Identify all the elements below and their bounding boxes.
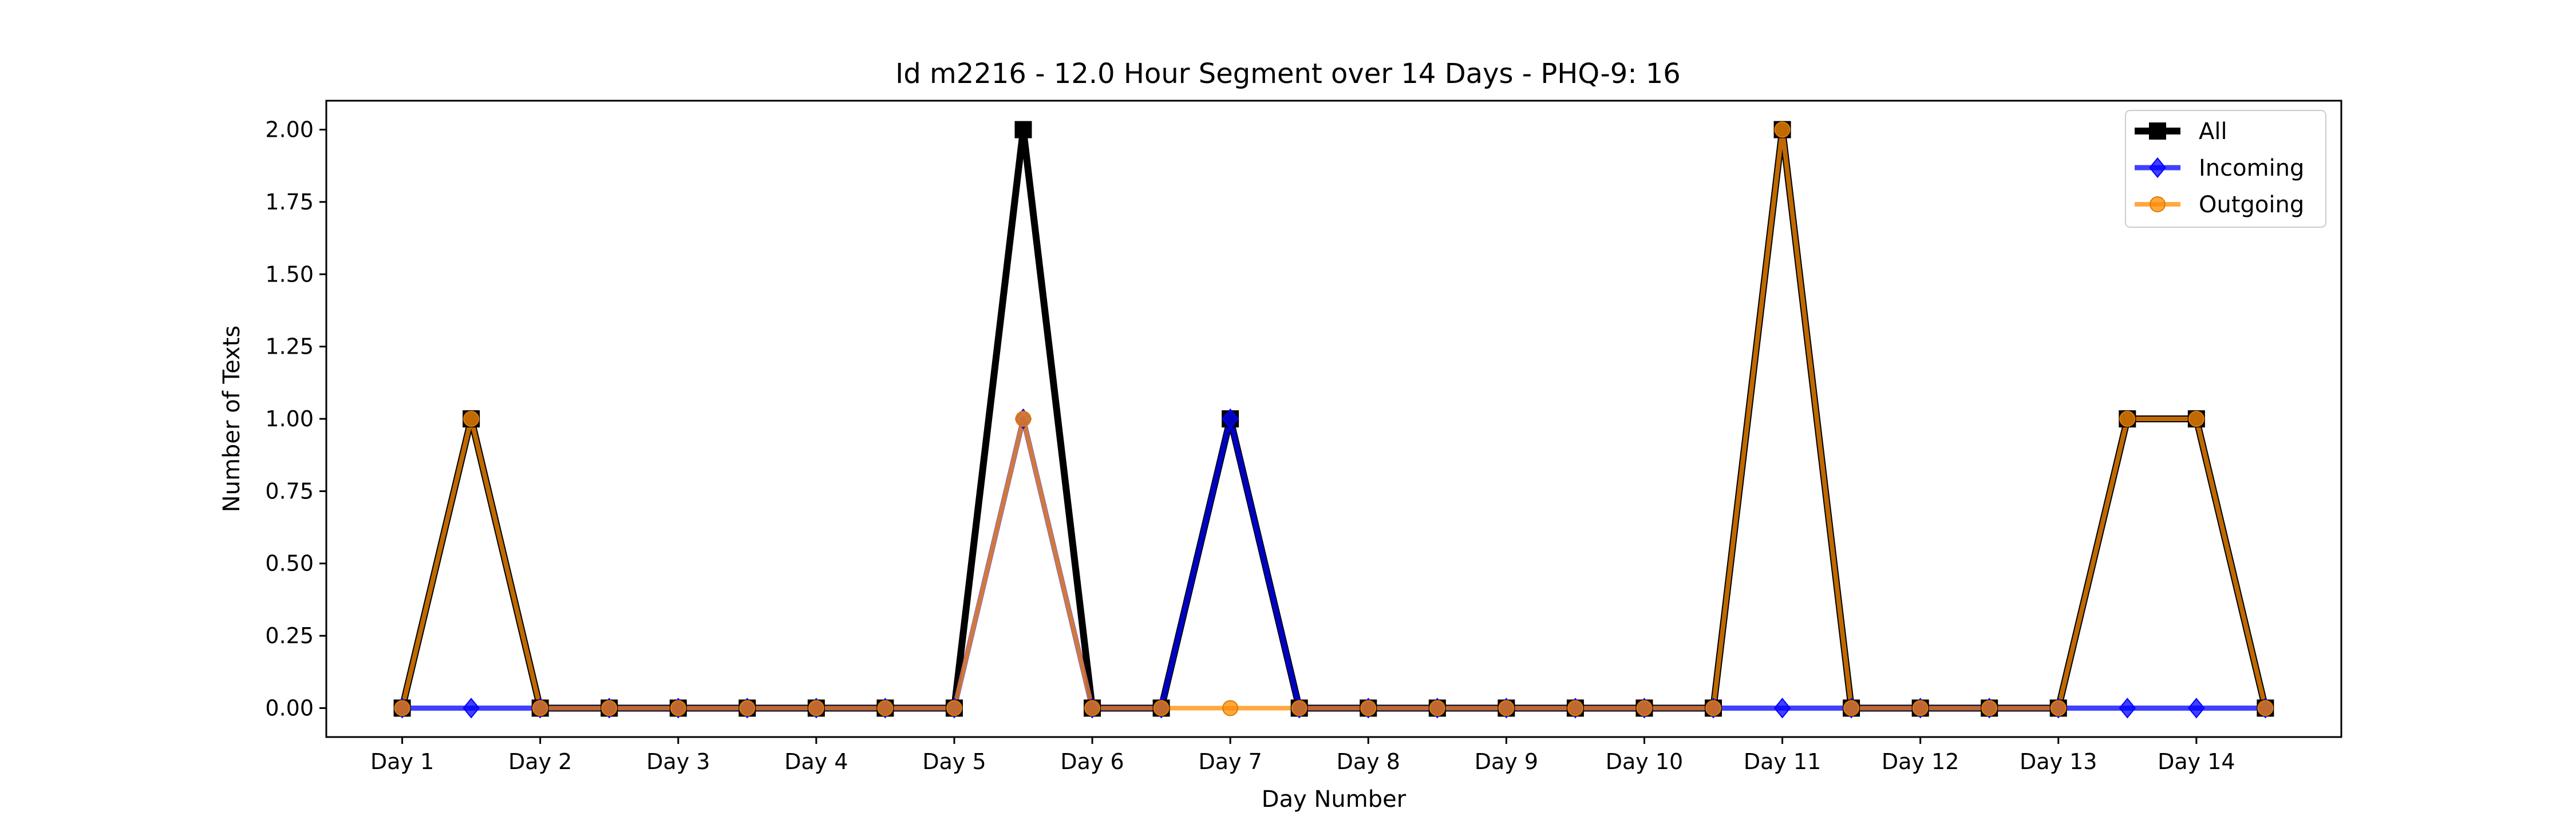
legend-marker-all	[2149, 122, 2166, 140]
data-point-incoming	[2188, 698, 2205, 719]
data-point-outgoing	[2257, 700, 2274, 716]
x-tick-label: Day 8	[1337, 749, 1400, 774]
data-point-outgoing	[1981, 700, 1998, 716]
legend-box	[2125, 110, 2326, 228]
y-tick-label: 0.50	[265, 551, 314, 576]
data-point-incoming	[1773, 698, 1791, 719]
data-point-outgoing	[808, 700, 824, 716]
data-point-outgoing	[2188, 411, 2204, 427]
y-tick-label: 0.00	[265, 695, 314, 720]
data-point-outgoing	[877, 700, 894, 716]
x-tick-label: Day 10	[1606, 749, 1683, 774]
y-tick-label: 1.50	[265, 262, 314, 287]
data-point-outgoing	[1567, 700, 1583, 716]
data-point-outgoing	[1498, 700, 1515, 716]
x-axis-label: Day Number	[1262, 786, 1406, 813]
data-point-incoming	[463, 698, 480, 719]
data-point-outgoing	[1429, 700, 1445, 716]
x-tick-label: Day 4	[784, 749, 848, 774]
legend: All Incoming Outgoing	[2125, 110, 2326, 228]
data-point-outgoing	[1843, 700, 1860, 716]
data-point-outgoing	[532, 700, 548, 716]
x-tick-label: Day 9	[1475, 749, 1538, 774]
y-tick-label: 0.75	[265, 478, 314, 504]
x-tick-label: Day 12	[1882, 749, 1959, 774]
data-point-outgoing	[1222, 700, 1239, 716]
series-markers-outgoing	[394, 121, 2274, 716]
y-axis: 0.00 0.25 0.50 0.75 1.00 1.25 1.50 1.75 2.00	[265, 117, 326, 720]
data-point-outgoing	[394, 700, 410, 716]
x-tick-label: Day 1	[370, 749, 434, 774]
y-tick-label: 2.00	[265, 117, 314, 142]
data-point-outgoing	[1084, 700, 1101, 716]
data-point-outgoing	[2119, 411, 2136, 427]
data-point-outgoing	[1912, 700, 1929, 716]
legend-label-outgoing: Outgoing	[2199, 192, 2304, 218]
y-tick-label: 0.25	[265, 623, 314, 648]
data-point-incoming	[2119, 698, 2136, 719]
x-axis: Day 1 Day 2 Day 3 Day 4 Day 5 Day 6 Day 7 Day 8…	[370, 737, 2235, 774]
data-point-outgoing	[601, 700, 618, 716]
x-tick-label: Day 2	[508, 749, 572, 774]
y-tick-label: 1.25	[265, 334, 314, 359]
chart-title: Id m2216 - 12.0 Hour Segment over 14 Day…	[895, 58, 1681, 90]
data-point-outgoing	[739, 700, 756, 716]
data-point-outgoing	[2050, 700, 2067, 716]
legend-marker-outgoing	[2150, 196, 2166, 212]
data-point-outgoing	[1774, 121, 1791, 138]
data-point-outgoing	[463, 411, 480, 427]
data-point-outgoing	[1636, 700, 1653, 716]
data-point-outgoing	[670, 700, 686, 716]
x-tick-label: Day 3	[646, 749, 710, 774]
data-point-all	[1014, 121, 1032, 138]
series-markers	[393, 121, 2274, 719]
data-point-outgoing	[1015, 411, 1032, 427]
data-point-outgoing	[946, 700, 962, 716]
y-axis-label: Number of Texts	[219, 326, 245, 512]
y-tick-label: 1.75	[265, 189, 314, 215]
data-point-outgoing	[1360, 700, 1377, 716]
x-tick-label: Day 5	[922, 749, 986, 774]
legend-label-all: All	[2199, 118, 2227, 145]
data-point-outgoing	[1705, 700, 1722, 716]
legend-label-incoming: Incoming	[2199, 155, 2304, 181]
plot-area	[325, 100, 2342, 738]
data-point-outgoing	[1153, 700, 1170, 716]
series-line-outgoing	[400, 127, 2268, 711]
legend-marker-incoming	[2149, 157, 2166, 179]
x-tick-label: Day 6	[1060, 749, 1124, 774]
series-lines	[398, 126, 2269, 712]
x-tick-label: Day 13	[2020, 749, 2097, 774]
data-point-outgoing	[1291, 700, 1307, 716]
x-tick-label: Day 14	[2158, 749, 2235, 774]
x-tick-label: Day 7	[1199, 749, 1262, 774]
x-tick-label: Day 11	[1744, 749, 1821, 774]
data-point-incoming	[1222, 408, 1239, 430]
y-tick-label: 1.00	[265, 406, 314, 431]
